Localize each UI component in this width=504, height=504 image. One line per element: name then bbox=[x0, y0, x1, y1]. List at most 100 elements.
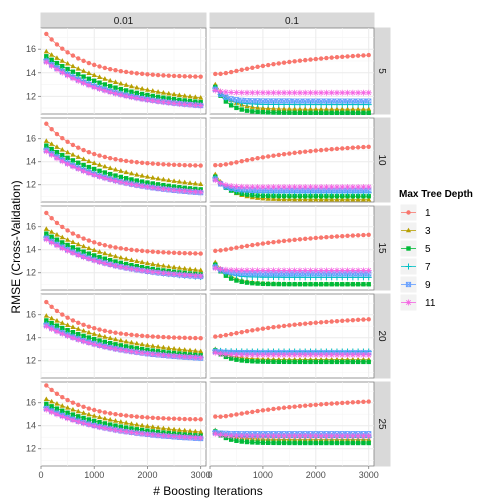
data-point-1 bbox=[92, 62, 97, 68]
data-point-1 bbox=[49, 304, 54, 309]
data-point-5 bbox=[239, 358, 244, 363]
data-point-1 bbox=[113, 68, 118, 73]
data-point-1 bbox=[313, 56, 319, 62]
data-point-1 bbox=[324, 55, 329, 61]
data-point-11 bbox=[312, 433, 319, 440]
data-point-1 bbox=[81, 58, 86, 64]
data-point-1 bbox=[134, 333, 140, 338]
data-point-1 bbox=[265, 325, 271, 331]
data-point-3 bbox=[112, 418, 119, 423]
data-point-9 bbox=[313, 98, 319, 104]
data-point-5 bbox=[97, 338, 102, 343]
data-point-1 bbox=[239, 411, 244, 416]
data-point-3 bbox=[91, 160, 97, 165]
data-point-3 bbox=[54, 401, 60, 406]
data-point-1 bbox=[334, 55, 340, 60]
data-point-5 bbox=[297, 282, 303, 287]
data-point-5 bbox=[81, 249, 86, 254]
data-point-11 bbox=[307, 89, 314, 96]
data-point-11 bbox=[117, 264, 124, 271]
data-point-5 bbox=[313, 194, 319, 199]
data-point-11 bbox=[249, 183, 256, 190]
data-point-11 bbox=[197, 354, 204, 361]
data-point-1 bbox=[292, 322, 297, 327]
data-point-11 bbox=[181, 188, 188, 195]
series-points-1 bbox=[44, 121, 203, 168]
data-point-1 bbox=[361, 232, 366, 238]
data-point-5 bbox=[239, 279, 244, 284]
data-point-5 bbox=[271, 193, 276, 199]
data-point-11 bbox=[139, 349, 146, 356]
data-point-5 bbox=[250, 359, 255, 364]
data-point-3 bbox=[123, 420, 129, 425]
data-point-5 bbox=[303, 194, 308, 199]
data-point-3 bbox=[313, 196, 319, 202]
data-point-11 bbox=[281, 184, 288, 191]
legend-key-marker-3 bbox=[405, 227, 412, 233]
data-point-1 bbox=[97, 241, 102, 247]
data-point-11 bbox=[64, 72, 71, 79]
data-point-9 bbox=[249, 98, 255, 104]
data-point-11 bbox=[133, 95, 140, 102]
data-point-1 bbox=[244, 157, 250, 163]
data-point-1 bbox=[134, 248, 140, 253]
data-point-11 bbox=[107, 426, 114, 433]
data-point-1 bbox=[345, 400, 350, 405]
row-strip-label: 20 bbox=[376, 330, 387, 342]
data-point-1 bbox=[292, 59, 297, 64]
data-point-5 bbox=[65, 327, 70, 333]
data-point-5 bbox=[150, 266, 155, 272]
data-point-11 bbox=[212, 87, 219, 94]
data-point-11 bbox=[160, 352, 167, 359]
data-point-1 bbox=[193, 335, 198, 341]
data-point-1 bbox=[239, 329, 244, 335]
data-point-5 bbox=[134, 263, 140, 269]
data-point-5 bbox=[292, 194, 297, 199]
data-point-9 bbox=[265, 98, 271, 104]
data-point-11 bbox=[339, 433, 346, 440]
data-point-7 bbox=[360, 101, 367, 108]
data-point-11 bbox=[149, 97, 156, 104]
row-strip-label: 10 bbox=[376, 154, 387, 166]
data-point-11 bbox=[91, 171, 98, 178]
data-point-1 bbox=[340, 233, 345, 239]
data-point-11 bbox=[144, 431, 151, 438]
data-point-5 bbox=[260, 359, 266, 364]
data-point-11 bbox=[265, 351, 272, 358]
data-point-11 bbox=[112, 427, 119, 434]
data-point-5 bbox=[255, 359, 260, 364]
data-point-1 bbox=[92, 151, 97, 157]
series-points-11 bbox=[43, 406, 204, 441]
data-point-5 bbox=[86, 335, 92, 340]
data-point-3 bbox=[65, 237, 71, 242]
series-line-9 bbox=[215, 88, 369, 102]
data-point-5 bbox=[265, 440, 271, 446]
series-points-5 bbox=[213, 84, 371, 116]
data-point-9 bbox=[302, 98, 308, 104]
data-point-1 bbox=[297, 237, 303, 242]
data-point-11 bbox=[69, 163, 76, 170]
data-point-1 bbox=[234, 68, 239, 74]
data-point-11 bbox=[165, 270, 172, 277]
data-point-1 bbox=[86, 406, 92, 411]
data-point-11 bbox=[139, 430, 146, 437]
data-point-1 bbox=[244, 329, 250, 334]
data-point-5 bbox=[139, 179, 145, 184]
data-point-9 bbox=[355, 98, 361, 104]
data-point-11 bbox=[144, 350, 151, 357]
data-point-1 bbox=[76, 56, 81, 61]
data-point-1 bbox=[166, 416, 171, 421]
data-point-5 bbox=[329, 110, 334, 116]
y-tick-label: 12 bbox=[26, 268, 36, 278]
data-point-3 bbox=[128, 170, 135, 176]
data-point-1 bbox=[118, 157, 124, 163]
data-point-1 bbox=[255, 156, 260, 161]
data-point-11 bbox=[349, 184, 356, 191]
data-point-5 bbox=[155, 182, 161, 187]
data-point-5 bbox=[166, 96, 171, 101]
data-point-5 bbox=[340, 194, 345, 199]
data-point-11 bbox=[197, 102, 204, 109]
data-point-3 bbox=[182, 93, 188, 98]
data-point-7 bbox=[291, 274, 298, 281]
data-point-1 bbox=[313, 402, 319, 407]
